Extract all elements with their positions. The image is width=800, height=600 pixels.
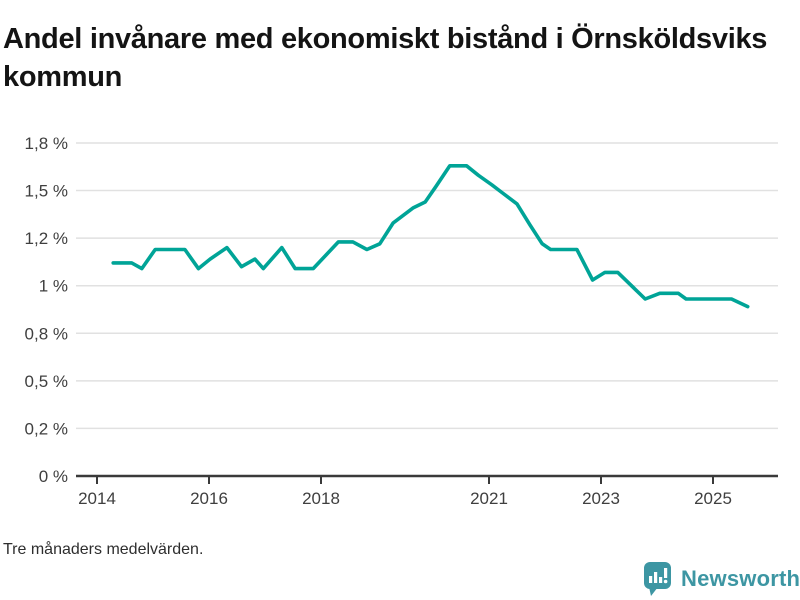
x-axis-label: 2021 xyxy=(470,489,508,508)
newsworthy-logo-text: Newsworthy xyxy=(681,566,800,591)
chart-svg: 1,8 % 1,5 % 1,2 % 1 % 0,8 % 0,5 % 0,2 % 0 % 2014… xyxy=(25,134,778,508)
x-axis-label: 2018 xyxy=(302,489,340,508)
y-axis-label: 0 % xyxy=(39,467,68,486)
x-axis-label: 2025 xyxy=(694,489,732,508)
data-line xyxy=(111,164,750,309)
y-axis-label: 1 % xyxy=(39,277,68,296)
x-axis-label: 2016 xyxy=(190,489,228,508)
y-axis-label: 0,2 % xyxy=(25,419,68,438)
y-axis-label: 1,8 % xyxy=(25,134,68,153)
y-axis-label: 0,5 % xyxy=(25,372,68,391)
y-axis-label: 0,8 % xyxy=(25,324,68,343)
newsworthy-speech-bubble-bar-chart-icon xyxy=(644,562,671,596)
x-axis-label: 2023 xyxy=(582,489,620,508)
y-axis-label: 1,2 % xyxy=(25,229,68,248)
y-axis-label: 1,5 % xyxy=(25,182,68,201)
footnote: Tre månaders medelvärden. xyxy=(3,541,204,558)
page-title: Andel invånare med ekonomiskt bistånd i … xyxy=(3,23,768,93)
x-axis-label: 2014 xyxy=(78,489,116,508)
newsworthy-logo: Newsworthy xyxy=(643,561,800,597)
